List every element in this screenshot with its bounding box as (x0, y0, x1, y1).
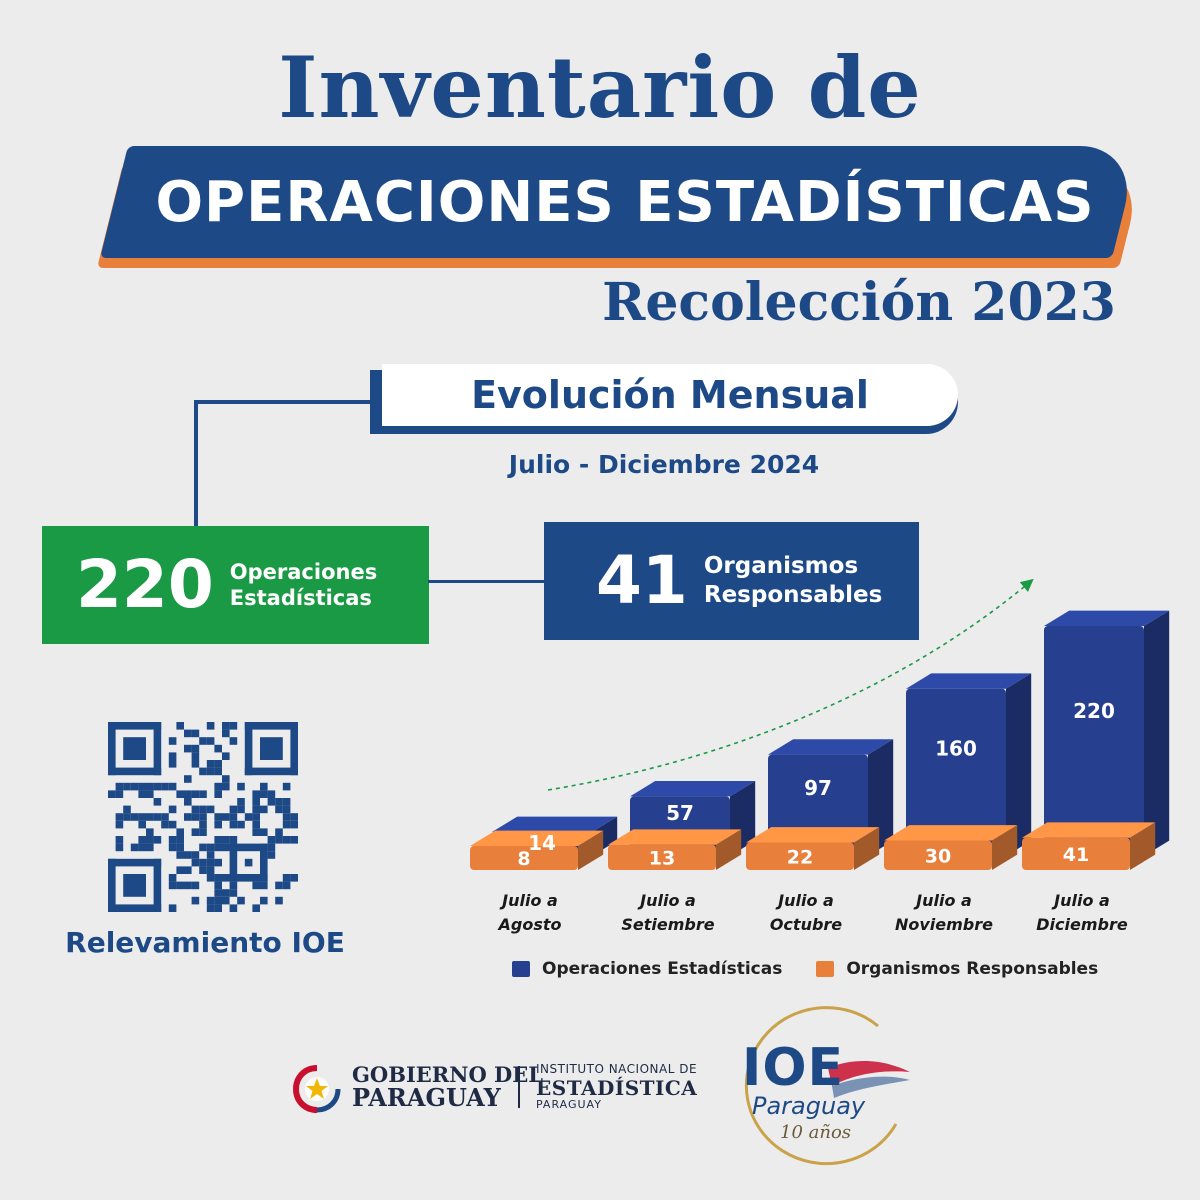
connector-line (194, 400, 372, 404)
bar-chart: 148 Julio a Agosto 57 13 Julio a Setiembre 97 22… (470, 578, 1170, 934)
data-label-organismos: 41 (1063, 844, 1089, 866)
data-label-operaciones: 160 (935, 737, 977, 761)
bar-organismos (746, 827, 880, 870)
data-label-operaciones: 220 (1073, 699, 1115, 723)
title-banner-text: OPERACIONES ESTADÍSTICAS (155, 169, 1095, 235)
category-label: Setiembre (621, 915, 714, 934)
ine-logo-line3: PARAGUAY (536, 1098, 602, 1111)
kpi-organismos-value: 41 (596, 542, 688, 619)
subtitle: Recolección 2023 (602, 272, 1116, 333)
gov-logo-line2: PARAGUAY (352, 1083, 501, 1112)
category-label: Julio a (1051, 891, 1110, 910)
category-label: Diciembre (1036, 915, 1128, 934)
kpi-operaciones-label: Operaciones Estadísticas (229, 559, 378, 610)
data-label-organismos: 8 (517, 848, 530, 870)
legend-swatch-organismos (816, 961, 835, 977)
category-label: Octubre (770, 915, 842, 934)
data-label-operaciones: 14 (528, 831, 556, 855)
ioe-logo-text: IOE (742, 1038, 845, 1098)
legend-swatch-operaciones (512, 961, 530, 977)
category-label: Julio a (637, 891, 696, 910)
connector-line (194, 400, 198, 526)
ine-logo-line1: INSTITUTO NACIONAL DE (536, 1062, 698, 1076)
qr-caption: Relevamiento IOE (65, 926, 345, 959)
kpi-organismos-label: Organismos Responsables (703, 553, 883, 608)
bar-organismos (1022, 822, 1156, 870)
category-label: Noviembre (895, 915, 993, 934)
ioe-logo-years: 10 años (780, 1122, 852, 1143)
paraguay-seal-icon (292, 1065, 341, 1113)
bar-operaciones (1044, 610, 1170, 856)
qr-code[interactable] (108, 722, 298, 912)
kpi-operaciones-value: 220 (76, 546, 214, 623)
category-label: Julio a (775, 891, 834, 910)
data-label-organismos: 13 (649, 847, 675, 869)
title-banner: OPERACIONES ESTADÍSTICAS (97, 146, 1145, 268)
legend-item-organismos: Organismos Responsables (816, 959, 1098, 979)
ioe-logo-ring-icon (744, 1006, 910, 1166)
bar-operaciones (906, 673, 1032, 856)
gov-logo-line1: GOBIERNO DEL (352, 1062, 544, 1087)
kpi-operaciones: 220 Operaciones Estadísticas (42, 526, 429, 644)
page-title: Inventario de (278, 38, 922, 137)
ine-logo-line2: ESTADÍSTICA (536, 1076, 698, 1100)
data-label-organismos: 22 (787, 846, 813, 868)
bar-organismos (470, 830, 604, 870)
category-label: Julio a (913, 891, 972, 910)
section-heading: Evolución Mensual (370, 364, 958, 434)
data-label-operaciones: 97 (804, 776, 832, 800)
chart-legend: Operaciones Estadísticas Organismos Resp… (512, 956, 1152, 982)
ioe-logo-country: Paraguay (752, 1092, 866, 1120)
legend-label-operaciones: Operaciones Estadísticas (542, 959, 783, 979)
section-title: Evolución Mensual (382, 364, 958, 426)
legend-label-organismos: Organismos Responsables (846, 959, 1099, 979)
bar-organismos (608, 829, 742, 870)
connector-line (428, 580, 544, 583)
category-label: Agosto (497, 915, 562, 934)
category-label: Julio a (499, 891, 558, 910)
logo-divider (518, 1066, 520, 1108)
data-label-organismos: 30 (925, 845, 951, 867)
kpi-organismos: 41 Organismos Responsables (544, 522, 919, 640)
legend-item-operaciones: Operaciones Estadísticas (512, 959, 782, 979)
bar-organismos (884, 825, 1018, 870)
period-label: Julio - Diciembre 2024 (508, 450, 820, 479)
data-label-operaciones: 57 (666, 801, 694, 825)
